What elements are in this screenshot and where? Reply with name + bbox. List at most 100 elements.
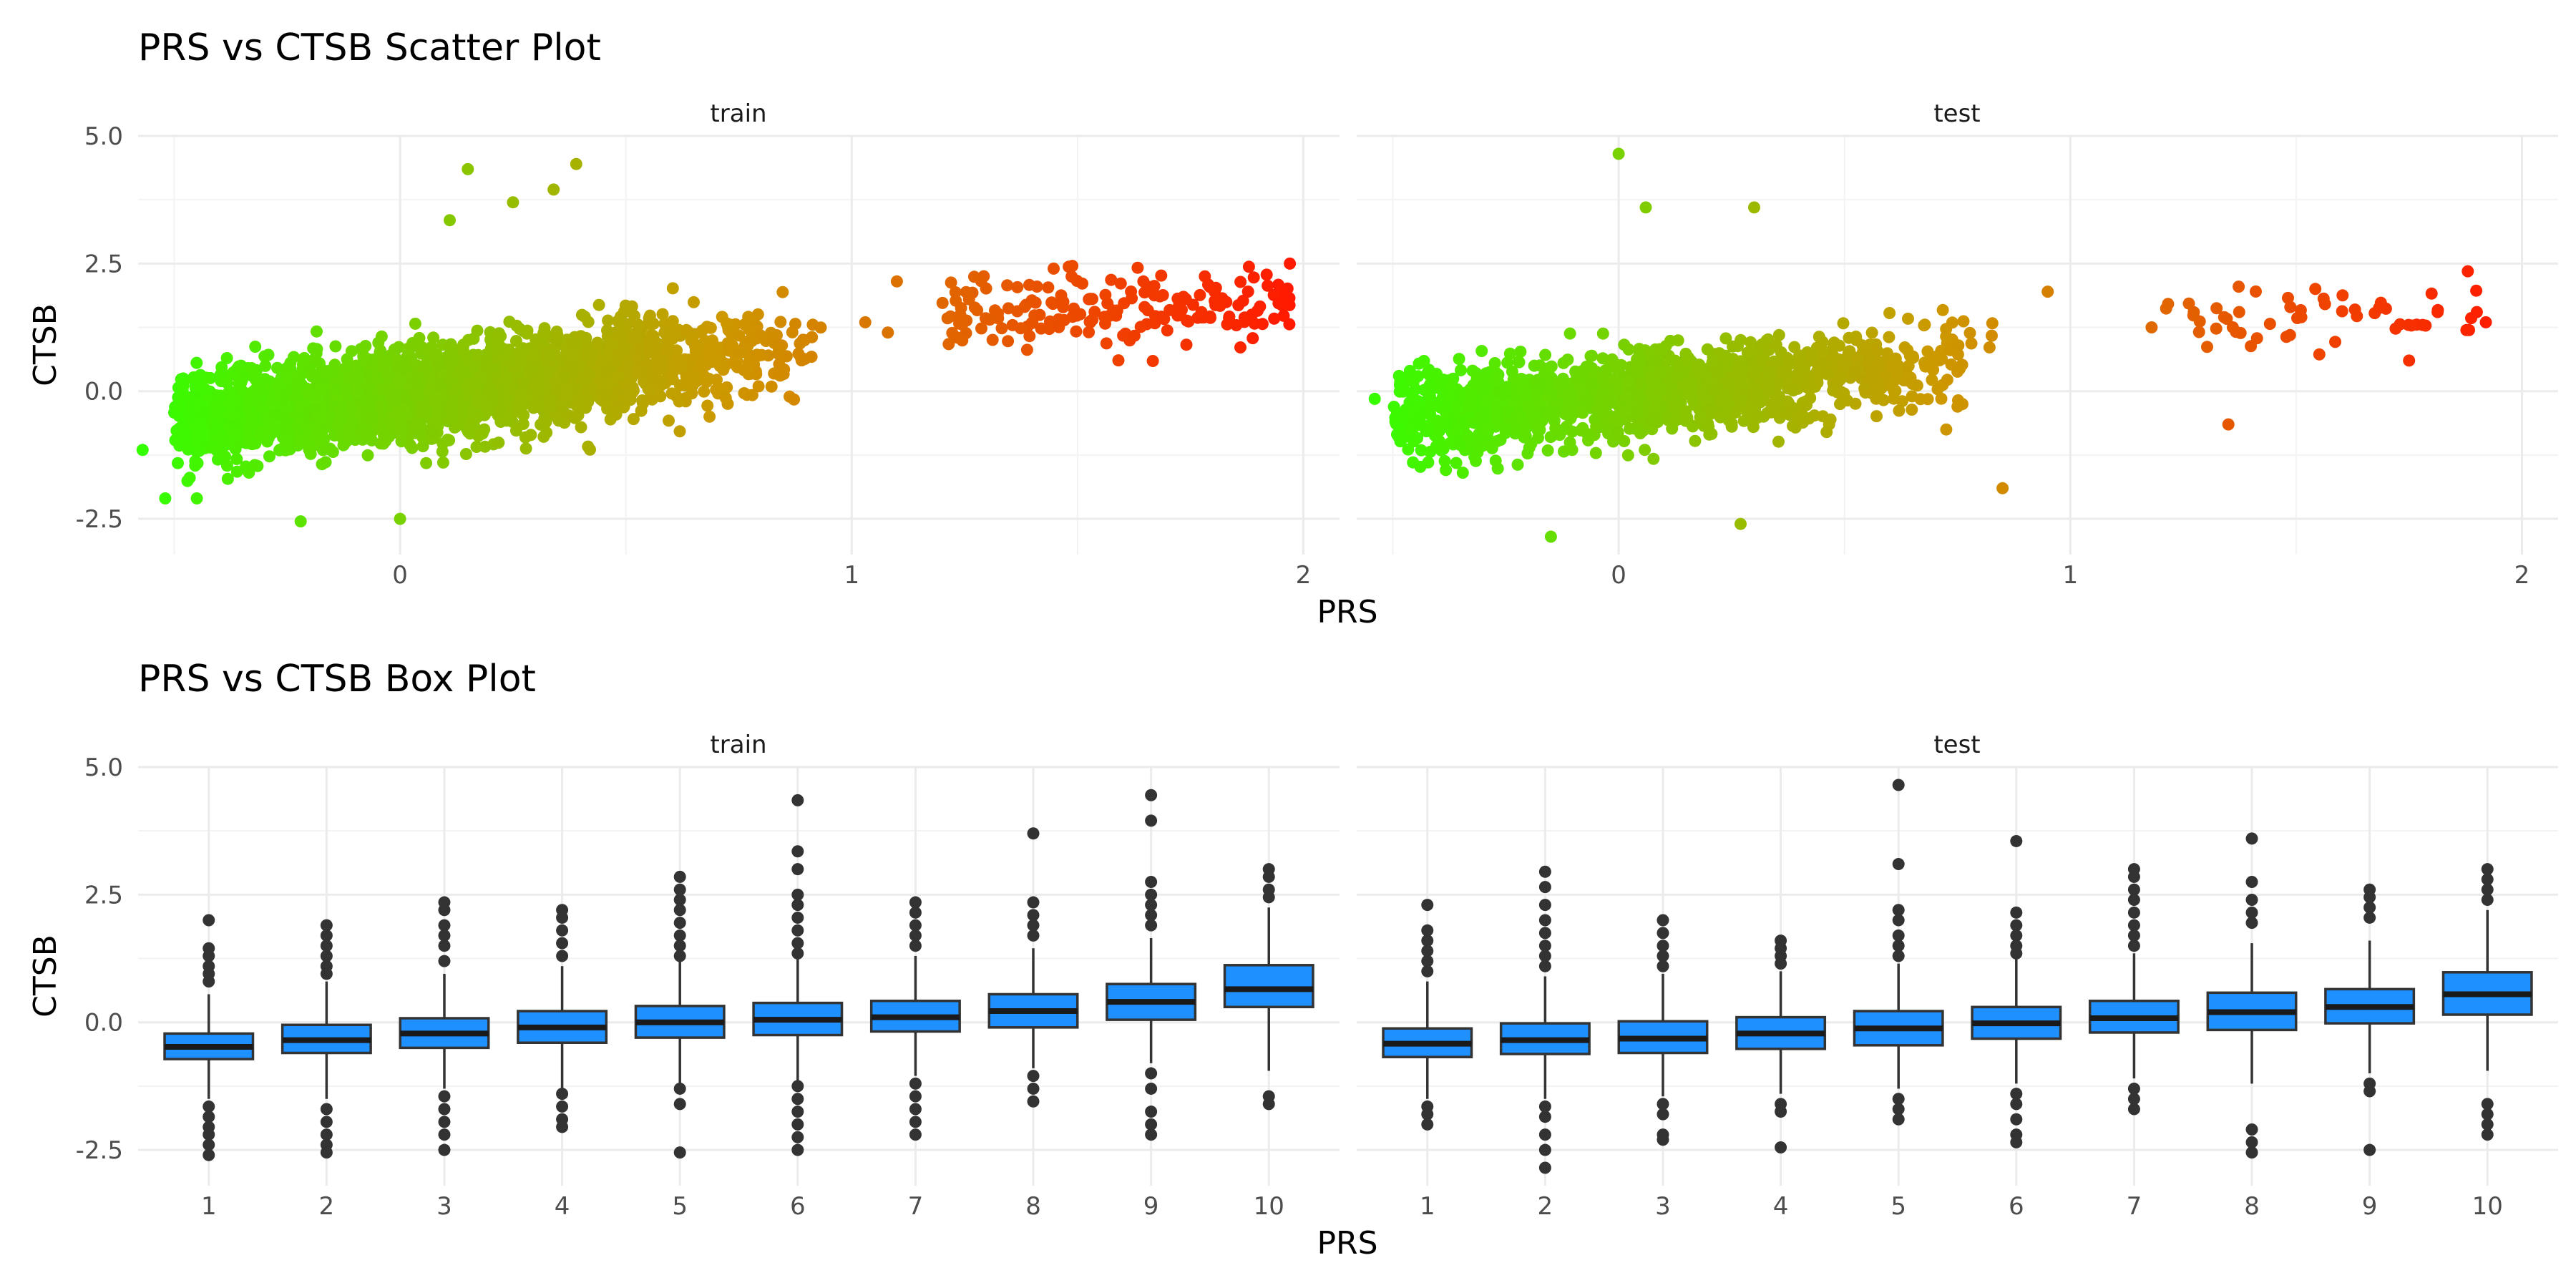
scatter-point: [1702, 421, 1715, 433]
scatter-point: [1405, 424, 1418, 437]
scatter-point: [1621, 374, 1634, 387]
scatter-point: [176, 394, 189, 406]
scatter-point: [742, 356, 755, 369]
scatter-point: [1100, 337, 1113, 350]
scatter-point: [361, 449, 374, 462]
scatter-point: [542, 401, 555, 414]
outlier-point: [673, 904, 686, 917]
scatter-point: [1070, 325, 1083, 338]
outlier-point: [1421, 924, 1434, 937]
outlier-point: [791, 1131, 804, 1143]
outlier-point: [1538, 899, 1551, 912]
outlier-point: [203, 1138, 215, 1151]
scatter-point: [489, 338, 502, 351]
y-tick-label: 5.0: [84, 753, 123, 782]
scatter-point: [1861, 349, 1874, 362]
scatter-point: [620, 355, 633, 368]
outlier-point: [673, 883, 686, 896]
scatter-point: [301, 435, 314, 448]
outlier-point: [909, 1077, 922, 1090]
x-tick-label: 4: [1773, 1192, 1789, 1221]
outlier-point: [673, 893, 686, 906]
x-tick-label: 7: [908, 1192, 924, 1221]
scatter-point: [754, 329, 767, 342]
scatter-point: [1155, 311, 1168, 323]
scatter-point: [642, 338, 655, 351]
x-tick-label: 8: [1025, 1192, 1041, 1221]
outlier-point: [791, 911, 804, 924]
scatter-point: [1804, 391, 1817, 404]
y-tick-label: 0.0: [84, 378, 123, 406]
scatter-point: [2431, 303, 2444, 316]
scatter-point: [1483, 421, 1496, 434]
outlier-point: [1892, 904, 1905, 917]
outlier-point: [1027, 909, 1040, 922]
scatter-point: [1146, 355, 1159, 367]
x-tick-label: 1: [201, 1192, 217, 1221]
outlier-point: [791, 947, 804, 960]
scatter-point: [370, 371, 383, 384]
scatter-point: [569, 338, 582, 351]
scatter-point: [721, 317, 733, 330]
scatter-point: [2230, 326, 2243, 338]
scatter-point: [1940, 323, 1953, 336]
scatter-point: [444, 343, 457, 356]
outlier-point: [2481, 883, 2494, 896]
scatter-point: [455, 364, 468, 377]
scatter-point: [1607, 396, 1620, 409]
scatter-point: [1837, 317, 1850, 330]
outlier-point: [203, 1128, 215, 1141]
outlier-point: [2127, 893, 2140, 906]
scatter-point: [1866, 366, 1879, 379]
scatter-point: [583, 367, 596, 380]
scatter-point: [1480, 367, 1493, 380]
x-tick-label: 3: [1655, 1192, 1671, 1221]
outlier-point: [1145, 1128, 1158, 1141]
scatter-point: [1245, 308, 1258, 321]
scatter-point: [666, 282, 679, 295]
outlier-point: [2245, 906, 2258, 919]
outlier-point: [1892, 914, 1905, 927]
outlier-point: [909, 929, 922, 942]
scatter-point: [431, 410, 444, 422]
scatter-point: [1787, 401, 1800, 414]
scatter-point: [1260, 268, 1273, 281]
x-tick-label: 5: [1890, 1192, 1906, 1221]
x-tick-label: 9: [1143, 1192, 1159, 1221]
scatter-point: [424, 386, 437, 399]
scatter-point: [311, 426, 324, 439]
scatter-point: [1763, 343, 1776, 356]
scatter-point: [1585, 377, 1598, 390]
scatter-point: [426, 426, 439, 439]
scatter-point: [1655, 385, 1668, 398]
scatter-point: [1596, 392, 1609, 405]
scatter-point: [543, 391, 556, 404]
scatter-point: [1580, 361, 1593, 373]
scatter-point: [1636, 406, 1649, 419]
scatter-x-axis-title: PRS: [1317, 594, 1377, 630]
outlier-point: [2010, 834, 2023, 847]
scatter-point: [1566, 443, 1579, 456]
x-tick-label: 1: [2062, 561, 2078, 590]
scatter-point: [1114, 277, 1127, 290]
scatter-point: [360, 432, 373, 445]
box-group: [752, 794, 844, 1156]
outlier-point: [2245, 832, 2258, 845]
outlier-point: [203, 1111, 215, 1123]
scatter-point: [540, 350, 552, 363]
scatter-point: [1634, 376, 1646, 389]
outlier-point: [1421, 899, 1434, 912]
scatter-point: [530, 383, 542, 396]
outlier-point: [909, 1116, 922, 1128]
scatter-point: [450, 384, 463, 396]
scatter-point: [2462, 265, 2474, 278]
outlier-point: [1892, 858, 1905, 871]
y-tick-label: 2.5: [84, 881, 123, 909]
scatter-point: [361, 380, 374, 393]
scatter-point: [1180, 338, 1193, 351]
scatter-point: [1996, 482, 2009, 494]
box-group: [987, 827, 1079, 1108]
scatter-point: [1780, 367, 1792, 380]
outlier-point: [1657, 1108, 1669, 1121]
